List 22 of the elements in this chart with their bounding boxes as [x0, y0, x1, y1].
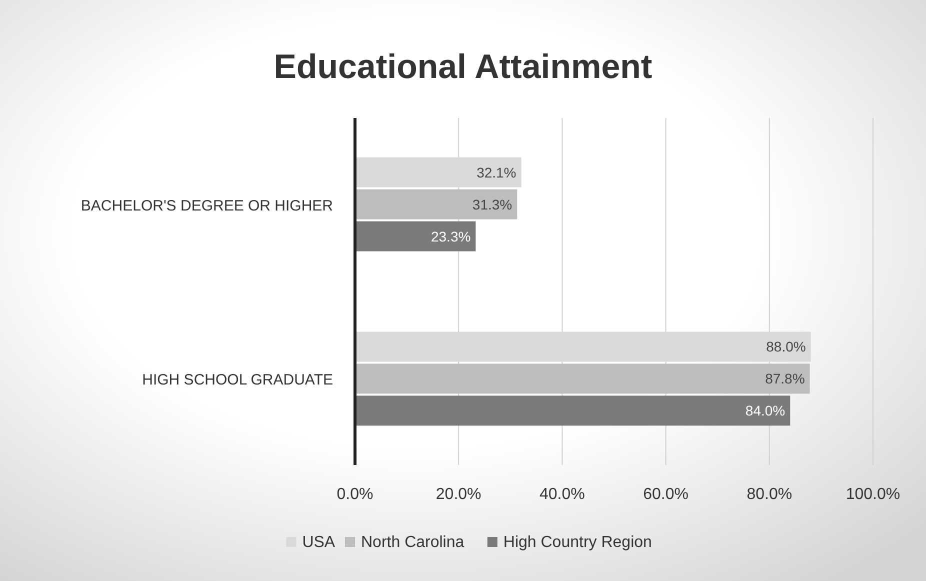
x-tick-label: 20.0% [436, 486, 482, 503]
data-label: 31.3% [472, 196, 512, 212]
x-tick-label: 60.0% [643, 486, 688, 503]
data-label: 87.8% [765, 370, 805, 387]
bar [355, 221, 476, 252]
x-tick-label: 0.0% [336, 486, 374, 503]
legend-label: USA [302, 534, 336, 551]
x-tick-label: 100.0% [846, 486, 900, 503]
bar [355, 364, 810, 394]
bar [355, 189, 518, 220]
data-label: 88.0% [766, 338, 806, 355]
y-tick-label: HIGH SCHOOL GRADUATE [142, 372, 333, 389]
x-tick-label: 80.0% [746, 486, 792, 503]
x-tick-label: 40.0% [540, 486, 585, 503]
legend-label: North Carolina [361, 534, 464, 551]
data-label: 84.0% [745, 402, 786, 419]
legend-label: High Country Region [503, 534, 652, 551]
bar [355, 396, 790, 426]
y-tick-label: BACHELOR'S DEGREE OR HIGHER [80, 197, 334, 214]
data-label: 23.3% [430, 228, 471, 244]
data-label: 32.1% [476, 164, 516, 180]
chart-title: Educational Attainment [274, 48, 652, 86]
